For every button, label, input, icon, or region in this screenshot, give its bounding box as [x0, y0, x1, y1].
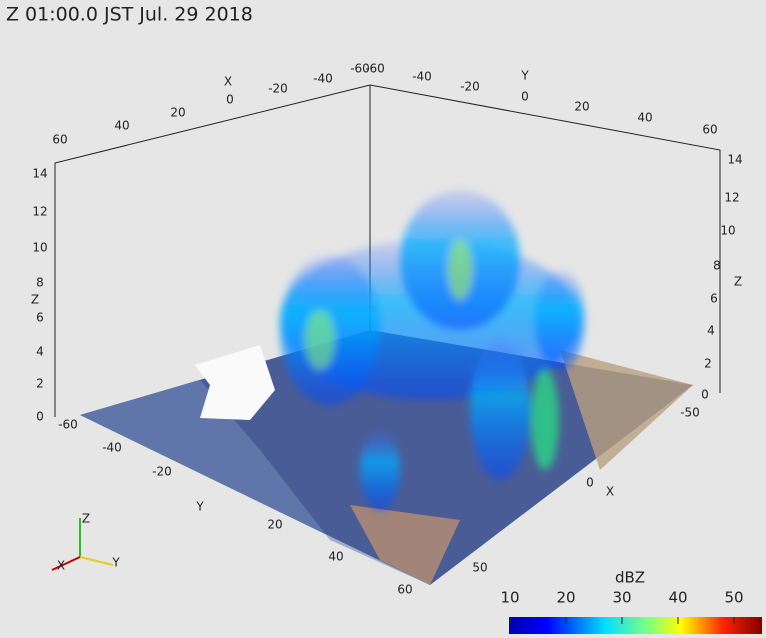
tick-label: 10	[32, 241, 47, 255]
left-z-axis-label: Z	[31, 293, 39, 307]
tick-label: 6	[36, 311, 44, 325]
tick-label: 40	[114, 119, 129, 133]
tick-label: -60	[350, 62, 370, 76]
top-x-axis-label: X	[224, 75, 232, 89]
bottom-y-axis-label: Y	[195, 500, 204, 514]
top-y-axis-label: Y	[520, 69, 529, 83]
tick-label: -60	[365, 62, 385, 76]
tick-label: 0	[36, 410, 44, 424]
tick-label: 8	[713, 259, 721, 273]
tick-label: 4	[36, 345, 44, 359]
tick-label: -20	[152, 465, 172, 479]
tick-label: -60	[58, 418, 78, 432]
right-z-axis-label: Z	[734, 275, 742, 289]
tick-label: 40	[668, 589, 687, 607]
tick-label: 8	[36, 276, 44, 290]
tick-label: 12	[32, 205, 47, 219]
title: Z 01:00.0 JST Jul. 29 2018	[6, 4, 253, 26]
orientation-axis-label: X	[57, 559, 65, 573]
tick-label: 10	[500, 589, 519, 607]
sea-mask	[195, 345, 275, 420]
tick-label: 40	[328, 550, 343, 564]
tick-label: 40	[637, 111, 652, 125]
tick-label: 14	[727, 153, 742, 167]
colorbar-label: dBZ	[615, 569, 645, 587]
colorbar	[509, 617, 762, 634]
tick-label: 50	[472, 561, 487, 575]
tick-label: -40	[412, 70, 432, 84]
tick-label: 20	[267, 518, 282, 532]
tick-label: 4	[707, 324, 715, 338]
orientation-axis-label: Z	[82, 512, 90, 526]
tick-label: 14	[32, 167, 47, 181]
tick-label: 0	[586, 476, 594, 490]
tick-label: 0	[226, 93, 234, 107]
tick-label: 60	[702, 123, 717, 137]
tick-label: 10	[720, 224, 735, 238]
tick-label: 2	[36, 377, 44, 391]
tick-label: 20	[574, 100, 589, 114]
terrain-peninsula	[350, 505, 460, 585]
tick-label: 0	[701, 388, 709, 402]
tick-label: 2	[704, 357, 712, 371]
tick-label: 60	[52, 133, 67, 147]
tick-label: 20	[170, 106, 185, 120]
tick-label: -50	[680, 406, 700, 420]
tick-label: -20	[460, 80, 480, 94]
bottom-x-axis-label: X	[606, 485, 614, 499]
tick-label: 30	[612, 589, 631, 607]
reflectivity-volume	[280, 190, 585, 510]
tick-label: 20	[556, 589, 575, 607]
terrain-lowland	[80, 380, 430, 585]
tick-label: -20	[268, 82, 288, 96]
tick-label: -40	[102, 441, 122, 455]
tick-label: 12	[724, 191, 739, 205]
tick-label: 0	[521, 90, 529, 104]
tick-label: 6	[710, 292, 718, 306]
tick-label: 60	[397, 583, 412, 597]
orientation-axes	[51, 518, 114, 571]
tick-label: 50	[724, 589, 743, 607]
orientation-axis-label: Y	[111, 556, 120, 570]
tick-label: -40	[313, 72, 333, 86]
terrain-mountains	[560, 350, 693, 470]
